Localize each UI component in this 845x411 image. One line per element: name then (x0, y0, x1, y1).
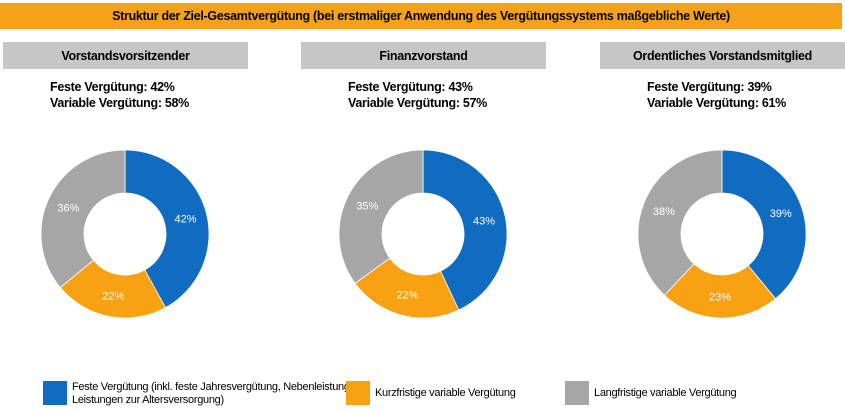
slice-langfristige-verguetung (637, 149, 723, 296)
slice-data-label: 22% (102, 290, 124, 302)
panel-title: Finanzvorstand (301, 42, 546, 69)
slice-data-label: 38% (653, 206, 675, 218)
legend-label: Feste Vergütung (inkl. feste Jahresvergü… (72, 381, 365, 406)
variable-share-text: Variable Vergütung: 61% (647, 96, 786, 110)
legend-label: Langfristige variable Vergütung (594, 387, 737, 399)
slice-feste-verguetung (721, 149, 807, 300)
panel-finanzvorstand: Finanzvorstand Feste Vergütung: 43% Vari… (301, 42, 546, 332)
fixed-share-text: Feste Vergütung: 42% (50, 80, 175, 94)
chart-banner-title: Struktur der Ziel-Gesamtvergütung (bei e… (0, 3, 842, 29)
slice-data-label: 22% (396, 290, 418, 302)
slice-data-label: 35% (356, 201, 378, 213)
legend-swatch (346, 381, 370, 405)
slice-langfristige-verguetung (338, 149, 424, 284)
slice-langfristige-verguetung (40, 149, 126, 289)
slice-kurzfristige-verguetung (59, 259, 167, 319)
panel-ordentliches-vorstandsmitglied: Ordentliches Vorstandsmitglied Feste Ver… (600, 42, 845, 332)
slice-data-label: 36% (57, 202, 79, 214)
panel-vorstandsvorsitzender: Vorstandsvorsitzender Feste Vergütung: 4… (3, 42, 248, 332)
panel-title: Vorstandsvorsitzender (3, 42, 248, 69)
slice-data-label: 39% (770, 208, 792, 220)
legend-swatch (43, 381, 67, 405)
fixed-share-text: Feste Vergütung: 43% (348, 80, 473, 94)
legend-swatch (565, 381, 589, 405)
donut-chart: 42% 22% 36% (40, 149, 210, 319)
slice-data-label: 43% (473, 215, 495, 227)
donut-chart: 39% 23% 38% (637, 149, 807, 319)
slice-data-label: 23% (709, 291, 731, 303)
slice-feste-verguetung (124, 149, 210, 309)
slice-feste-verguetung (422, 149, 508, 311)
slice-kurzfristige-verguetung (354, 257, 460, 319)
legend-item-langfristige-verguetung: Langfristige variable Vergütung (565, 380, 765, 406)
donut-chart: 43% 22% 35% (338, 149, 508, 319)
slice-data-label: 42% (175, 213, 197, 225)
panel-title: Ordentliches Vorstandsmitglied (600, 42, 845, 69)
fixed-share-text: Feste Vergütung: 39% (647, 80, 772, 94)
legend-item-kurzfristige-verguetung: Kurzfristige variable Vergütung (346, 380, 546, 406)
legend-item-feste-verguetung: Feste Vergütung (inkl. feste Jahresvergü… (43, 380, 365, 406)
variable-share-text: Variable Vergütung: 57% (348, 96, 487, 110)
variable-share-text: Variable Vergütung: 58% (50, 96, 189, 110)
legend-label: Kurzfristige variable Vergütung (375, 387, 516, 399)
